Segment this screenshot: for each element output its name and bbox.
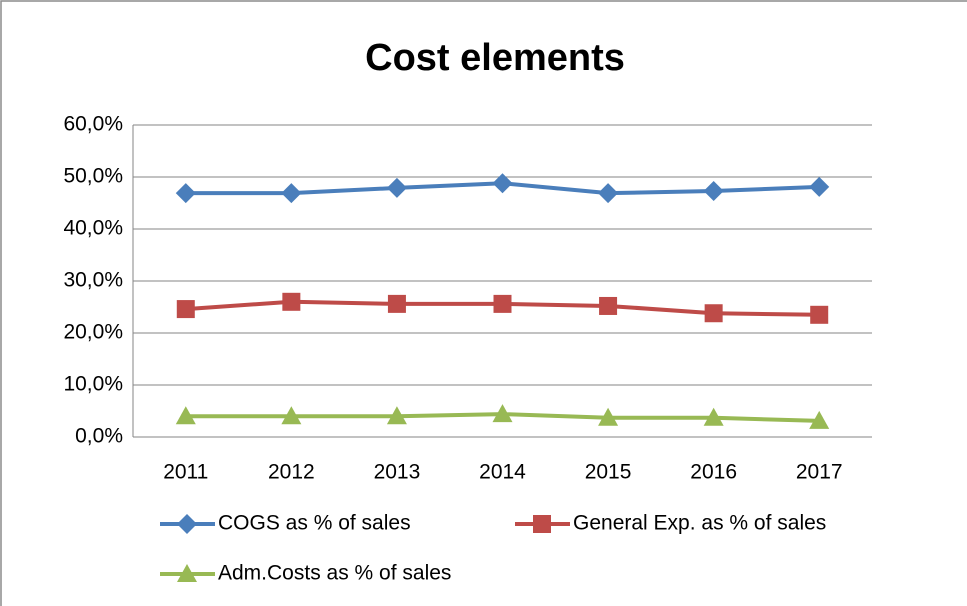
marker-diamond [598,183,619,204]
marker-triangle [175,406,196,425]
legend-label: COGS as % of sales [218,512,411,535]
y-tick-label: 10,0% [63,373,123,396]
marker-square [493,294,512,313]
marker-diamond [177,514,197,534]
legend-label: Adm.Costs as % of sales [218,562,451,585]
x-tick-label: 2014 [479,461,526,484]
marker-triangle [492,404,513,423]
x-tick-label: 2017 [796,461,843,484]
marker-square [533,515,551,533]
marker-triangle [598,407,619,426]
marker-diamond [281,183,302,204]
marker-triangle [386,406,407,425]
marker-square [704,304,723,323]
legend-label: General Exp. as % of sales [573,512,826,535]
y-tick-label: 20,0% [63,321,123,344]
x-tick-label: 2013 [374,461,421,484]
marker-triangle [809,410,830,429]
y-tick-label: 0,0% [75,425,123,448]
marker-square [599,296,618,315]
x-tick-label: 2015 [585,461,632,484]
chart-title: Cost elements [365,37,625,79]
x-tick-label: 2011 [163,461,208,484]
y-tick-label: 50,0% [63,165,123,188]
marker-diamond [809,176,830,197]
x-tick-label: 2012 [268,461,315,484]
marker-square [387,294,406,313]
marker-diamond [386,177,407,198]
marker-triangle [281,406,302,425]
marker-square [810,305,829,324]
marker-diamond [175,183,196,204]
marker-triangle [703,407,724,426]
marker-square [282,292,301,311]
marker-square [176,300,195,319]
y-tick-label: 40,0% [63,217,123,240]
y-tick-label: 60,0% [63,113,123,136]
marker-diamond [492,173,513,194]
marker-diamond [703,181,724,202]
marker-triangle [177,564,197,582]
y-tick-label: 30,0% [63,269,123,292]
x-tick-label: 2016 [690,461,737,484]
